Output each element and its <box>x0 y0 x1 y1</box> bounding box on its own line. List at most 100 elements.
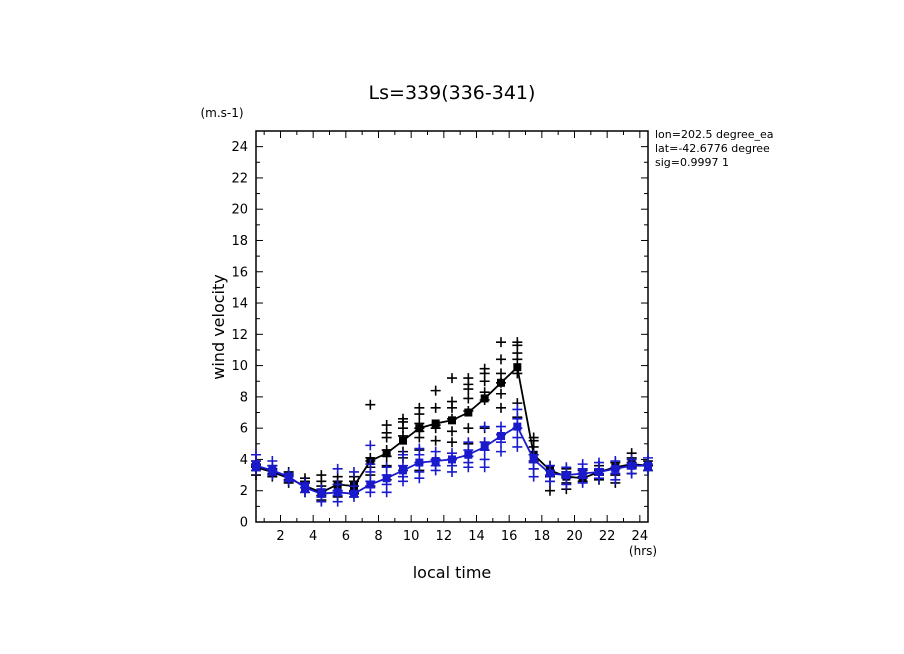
series-0-point <box>496 368 506 379</box>
annotation-lon: lon=202.5 degree_ea <box>655 128 774 141</box>
series-1-mean-marker <box>268 466 277 475</box>
series-1-mean-marker <box>513 422 522 431</box>
series-1-point <box>545 460 555 471</box>
series-0-point <box>447 437 457 448</box>
series-0-point <box>479 363 490 374</box>
y-unit-label: (m.s-1) <box>200 106 243 120</box>
y-tick-label: 8 <box>240 390 248 405</box>
series-0-mean-marker <box>382 449 391 458</box>
series-0-mean-marker <box>448 416 456 425</box>
series-1-point <box>332 463 343 474</box>
chart-title: Ls=339(336-341) <box>369 82 536 104</box>
series-0-point <box>496 388 506 399</box>
series-0-mean-marker <box>464 408 473 417</box>
series-1-point <box>365 459 376 470</box>
series-0-point <box>447 396 457 407</box>
y-tick-label: 10 <box>231 359 248 374</box>
series-1-point <box>430 446 441 457</box>
series-1-mean-marker <box>464 450 473 459</box>
y-tick-label: 14 <box>231 297 248 312</box>
series-0-point <box>545 485 555 496</box>
x-tick-label: 2 <box>276 529 284 544</box>
series-0-point <box>430 435 441 446</box>
series-1-point <box>349 466 359 477</box>
y-tick-label: 18 <box>231 234 248 249</box>
series-1-point <box>594 457 604 468</box>
series-0-point <box>496 337 506 348</box>
series-1-point <box>414 466 425 477</box>
y-axis-label: wind velocity <box>209 274 228 379</box>
series-1-point <box>463 437 474 448</box>
y-tick-label: 12 <box>231 328 248 343</box>
x-tick-label: 6 <box>342 529 350 544</box>
y-tick-label: 22 <box>231 171 248 186</box>
series-1-mean-marker <box>627 461 636 470</box>
series-0-point <box>365 399 376 410</box>
series-0-point <box>316 470 327 481</box>
series-1-mean-marker <box>317 489 326 498</box>
series-1-mean-marker <box>399 466 407 475</box>
series-0-point <box>381 420 392 431</box>
series-1-point <box>610 456 621 467</box>
series-1-mean-marker <box>546 469 554 478</box>
series-1-point <box>479 454 490 465</box>
series-0-mean-marker <box>431 419 440 428</box>
series-1-point <box>496 421 506 432</box>
x-tick-label: 20 <box>566 529 583 544</box>
x-unit-label: (hrs) <box>629 544 657 558</box>
series-0-point <box>430 385 441 396</box>
series-0-point <box>414 402 425 413</box>
x-tick-label: 4 <box>309 529 317 544</box>
series-0-point <box>447 373 457 384</box>
series-1-mean-marker <box>497 431 505 440</box>
x-tick-label: 16 <box>501 529 518 544</box>
series-0-point <box>463 423 474 434</box>
y-tick-label: 0 <box>240 516 248 531</box>
series-1-point <box>512 404 523 415</box>
y-tick-label: 2 <box>240 484 248 499</box>
series-1-point <box>643 452 653 463</box>
x-tick-label: 8 <box>374 529 382 544</box>
series-1-point <box>365 440 376 451</box>
series-1-point <box>267 456 278 467</box>
series-1-mean-marker <box>480 442 489 451</box>
series-1-point <box>414 443 425 454</box>
series-0-mean-marker <box>480 394 489 403</box>
series-0-mean-marker <box>399 436 407 445</box>
x-tick-label: 22 <box>599 529 616 544</box>
series-1-mean-marker <box>284 472 293 481</box>
annotation-lat: lat=-42.6776 degree <box>655 142 770 155</box>
series-1-point <box>561 462 572 473</box>
x-axis-label: local time <box>413 563 492 582</box>
series-1-point <box>398 449 408 460</box>
x-tick-label: 24 <box>632 529 649 544</box>
series-1-mean-marker <box>644 461 652 470</box>
plot-frame <box>255 130 649 523</box>
series-1-mean-marker <box>333 488 342 497</box>
series-0-point <box>496 402 506 413</box>
series-0-point <box>430 402 441 413</box>
series-0-point <box>463 393 474 404</box>
y-tick-label: 6 <box>240 422 248 437</box>
series-0-point <box>398 413 408 424</box>
series-1-point <box>577 459 588 470</box>
series-1-mean-marker <box>578 469 587 478</box>
series-0-mean-marker <box>513 363 522 372</box>
series-1-mean-marker <box>431 457 440 466</box>
series-1-mean-marker <box>611 464 620 473</box>
series-0-mean-marker <box>497 378 505 387</box>
series-1-point <box>512 441 523 452</box>
series-0-point <box>496 354 506 365</box>
x-tick-label: 12 <box>436 529 453 544</box>
series-0-point <box>512 337 523 348</box>
series-1-point <box>479 421 490 432</box>
y-tick-label: 20 <box>231 203 248 218</box>
series-1-point <box>251 449 261 460</box>
series-0-point <box>447 426 457 437</box>
y-tick-label: 4 <box>240 453 248 468</box>
series-1-point <box>512 413 523 424</box>
annotation-sig: sig=0.9997 1 <box>655 156 729 169</box>
series-1-point <box>512 432 523 443</box>
series-1-mean-marker <box>529 455 538 464</box>
